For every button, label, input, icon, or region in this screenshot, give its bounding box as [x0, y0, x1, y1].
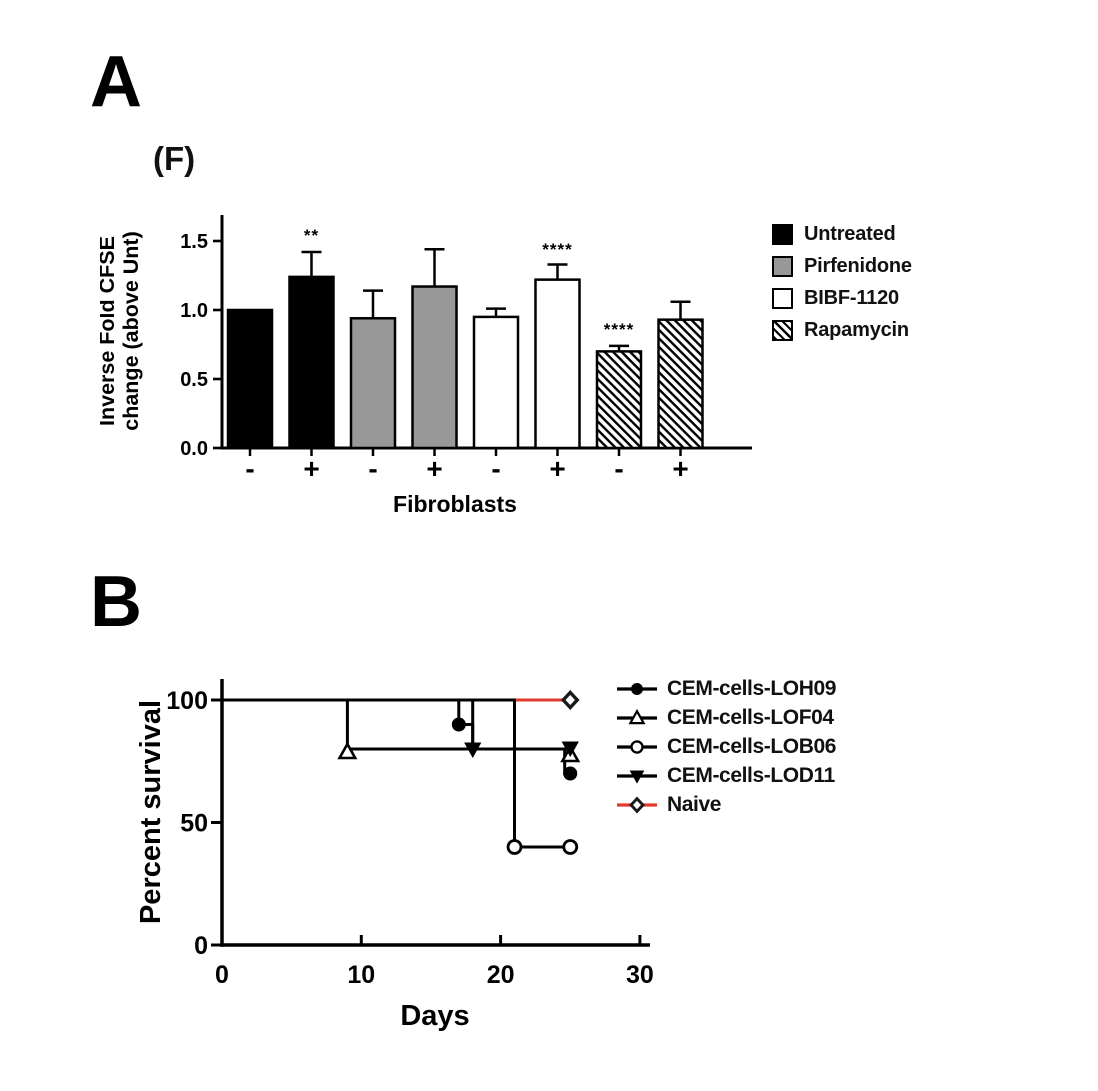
- x-tick-label: 10: [347, 961, 375, 989]
- y-tick-label: 0: [194, 932, 208, 960]
- category-label: +: [549, 453, 565, 484]
- panel-a-label: A: [90, 42, 142, 122]
- y-tick-label: 0.0: [180, 438, 208, 460]
- open-diamond-icon: [617, 796, 657, 813]
- survival-chart: 0 50 100 0 10 20 30 Days Percent survival: [135, 679, 654, 1032]
- x-axis-title: Days: [400, 1000, 469, 1032]
- marker-CEM-cells-LOF04: [337, 741, 358, 760]
- series-line-CEM-cells-LOB06: [222, 698, 571, 849]
- category-label: -: [614, 453, 623, 484]
- filled-inverted-triangle-icon: [617, 769, 657, 784]
- legend-marker: [628, 708, 646, 724]
- legend-item-Naive: Naive: [615, 790, 836, 819]
- legend-item-Untreated: Untreated: [772, 218, 912, 250]
- hatch-swatch-icon: [772, 319, 793, 341]
- category-label: +: [303, 453, 319, 484]
- y-axis-title-line1: Inverse Fold CFSE: [100, 236, 119, 426]
- series-line-CEM-cells-LOF04: [222, 698, 571, 751]
- significance-mark: ****: [604, 320, 634, 339]
- black-swatch-icon: [772, 223, 793, 245]
- bar-Rapamycin-+: [657, 318, 704, 450]
- legend-label: Pirfenidone: [804, 254, 912, 277]
- category-label: -: [491, 453, 500, 484]
- series-line-CEM-cells-LOH09: [222, 698, 571, 775]
- legend-label: BIBF-1120: [804, 286, 899, 309]
- legend-label: CEM-cells-LOB06: [667, 734, 837, 758]
- bar-Pirfenidone--: [349, 317, 397, 450]
- legend-item-BIBF-1120: BIBF-1120: [772, 282, 912, 314]
- marker-CEM-cells-LOH09: [563, 766, 578, 781]
- legend-marker: [629, 769, 645, 784]
- legend-label: CEM-cells-LOH09: [667, 676, 837, 700]
- legend-item-CEM-cells-LOH09: CEM-cells-LOH09: [615, 674, 836, 703]
- legend-label: Untreated: [804, 222, 896, 245]
- legend-marker: [631, 682, 643, 695]
- x-tick-label: 30: [626, 961, 654, 989]
- legend-label: CEM-cells-LOD11: [667, 763, 835, 787]
- marker-CEM-cells-LOD11: [561, 741, 579, 758]
- cfse-bar-chart: 0.0 0.5 1.0 1.5 Inverse Fold CFSE change (abo…: [100, 215, 752, 517]
- significance-mark: ****: [542, 240, 572, 259]
- series-line-CEM-cells-LOD11: [222, 698, 571, 751]
- panel-b-label: B: [90, 562, 142, 642]
- legend-label: CEM-cells-LOF04: [667, 705, 834, 729]
- legend-item-Rapamycin: Rapamycin: [772, 314, 912, 346]
- legend-item-CEM-cells-LOD11: CEM-cells-LOD11: [615, 761, 836, 790]
- legend-label: Rapamycin: [804, 318, 909, 341]
- legend-label: Naive: [667, 792, 722, 816]
- marker-CEM-cells-LOB06: [562, 839, 579, 855]
- y-tick-label: 1.0: [180, 300, 208, 322]
- legend-item-CEM-cells-LOF04: CEM-cells-LOF04: [615, 703, 836, 732]
- open-circle-icon: [617, 739, 657, 754]
- bar-Untreated-+: [288, 275, 335, 450]
- bar-BIBF-1120-+: [534, 278, 581, 450]
- bar-Rapamycin--: [595, 350, 643, 450]
- open-triangle-icon: [617, 708, 657, 724]
- y-axis-title-line2: change (above Unt): [119, 231, 143, 431]
- category-label: +: [426, 453, 442, 484]
- filled-circle-icon: [617, 682, 657, 695]
- marker-CEM-cells-LOB06: [506, 839, 523, 855]
- y-tick-label: 1.5: [180, 231, 208, 253]
- category-label: -: [245, 453, 254, 484]
- bar-chart-legend: Untreated Pirfenidone BIBF-1120 Rapamycin: [772, 218, 912, 346]
- legend-marker: [629, 796, 645, 813]
- y-tick-label: 0.5: [180, 369, 208, 391]
- panel-a-subtitle: (F): [153, 140, 196, 177]
- survival-legend: CEM-cells-LOH09 CEM-cells-LOF04 CEM-cells-…: [615, 674, 836, 819]
- category-label: +: [672, 453, 688, 484]
- y-tick-label: 50: [180, 810, 208, 838]
- bar-Untreated--: [226, 308, 274, 450]
- x-axis-title: Fibroblasts: [393, 491, 517, 517]
- marker-CEM-cells-LOH09: [451, 717, 466, 732]
- gray-swatch-icon: [772, 255, 793, 277]
- y-tick-label: 100: [166, 687, 208, 715]
- legend-item-Pirfenidone: Pirfenidone: [772, 250, 912, 282]
- category-label: -: [368, 453, 377, 484]
- bar-BIBF-1120--: [472, 315, 520, 450]
- marker-Naive: [560, 690, 580, 710]
- white-swatch-icon: [772, 287, 793, 309]
- bar-Pirfenidone-+: [411, 285, 458, 450]
- legend-marker: [630, 739, 644, 754]
- marker-CEM-cells-LOD11: [464, 742, 482, 759]
- y-axis-title: Percent survival: [135, 700, 167, 924]
- legend-item-CEM-cells-LOB06: CEM-cells-LOB06: [615, 732, 836, 761]
- significance-mark: **: [304, 226, 319, 245]
- x-tick-label: 20: [487, 961, 515, 989]
- x-tick-label: 0: [215, 961, 229, 989]
